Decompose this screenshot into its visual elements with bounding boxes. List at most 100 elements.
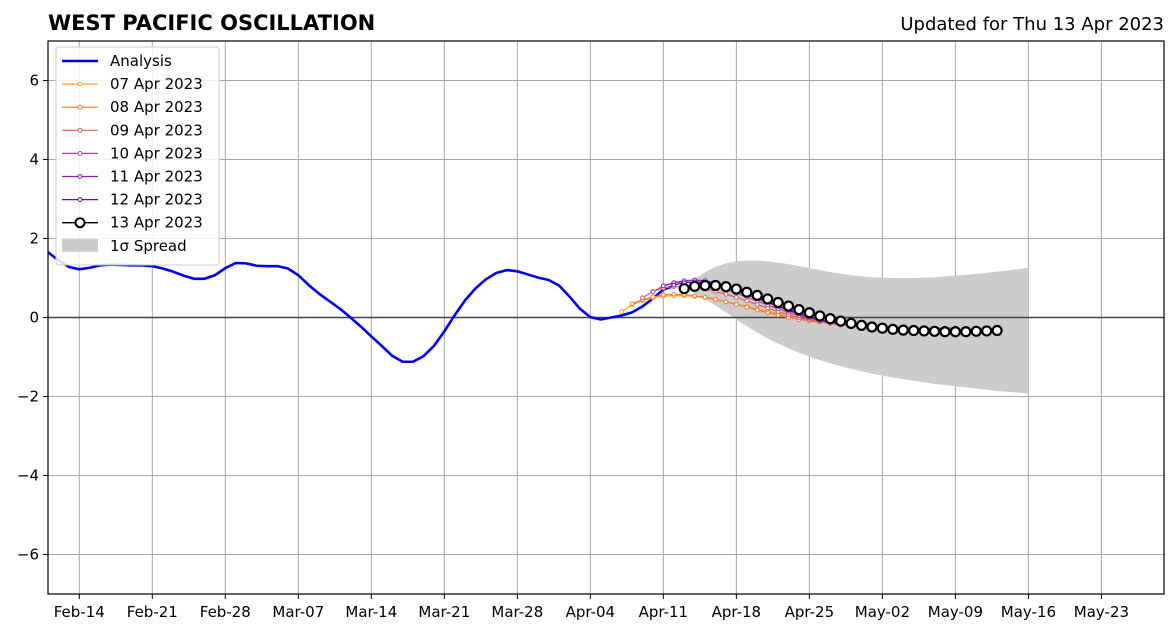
- legend-entry: 08 Apr 2023: [62, 98, 203, 116]
- legend-entry: 10 Apr 2023: [62, 144, 203, 162]
- x-tick-label: Mar-21: [418, 603, 470, 621]
- forecast-point: [887, 323, 899, 335]
- y-tick-label: −4: [17, 467, 39, 485]
- forecast-point: [855, 319, 868, 331]
- legend-label: 09 Apr 2023: [110, 121, 203, 139]
- forecast-point: [744, 304, 750, 310]
- legend-forecast-marker: [77, 81, 83, 87]
- x-tick-label: Apr-25: [785, 603, 835, 621]
- forecast-point: [660, 283, 666, 289]
- x-tick-label: Apr-04: [566, 603, 616, 621]
- forecast-point: [671, 282, 677, 288]
- forecast-point: [640, 295, 645, 301]
- forecast-point: [835, 315, 847, 327]
- legend-forecast-marker: [77, 104, 83, 110]
- forecast-point: [678, 283, 690, 295]
- x-tick-label: May-16: [1001, 603, 1056, 621]
- forecast-point: [741, 286, 753, 298]
- forecast-point: [793, 304, 805, 316]
- forecast-point: [765, 310, 771, 316]
- forecast-point: [960, 326, 972, 338]
- forecast-point: [702, 294, 708, 300]
- y-tick-label: −2: [17, 388, 39, 406]
- y-tick-label: 0: [29, 309, 39, 327]
- forecast-point: [845, 317, 857, 330]
- legend-forecast-marker: [77, 197, 83, 203]
- legend-entry: 13 Apr 2023: [62, 214, 203, 232]
- legend-entry: 12 Apr 2023: [62, 191, 203, 209]
- legend-entry: 07 Apr 2023: [62, 75, 203, 93]
- forecast-point: [876, 322, 888, 334]
- legend-forecast-marker: [77, 151, 83, 156]
- forecast-point: [730, 283, 742, 295]
- forecast-point: [660, 292, 666, 298]
- forecast-point: [762, 293, 774, 305]
- chart-title: WEST PACIFIC OSCILLATION: [48, 11, 375, 35]
- legend-spread-swatch: [62, 238, 98, 252]
- legend-forecast-marker: [77, 174, 83, 179]
- y-tick-label: 6: [29, 72, 39, 90]
- forecast-point: [692, 293, 698, 299]
- x-tick-label: May-02: [855, 603, 910, 621]
- forecast-point: [949, 326, 962, 338]
- forecast-point: [723, 291, 729, 297]
- y-tick-label: 4: [29, 151, 39, 169]
- forecast-point: [814, 310, 826, 322]
- x-tick-label: Feb-14: [54, 603, 105, 621]
- forecast-point: [939, 326, 951, 338]
- x-tick-label: Mar-28: [491, 603, 543, 621]
- plot-area: Feb-14 Feb-21 Feb-28 Mar-07 Mar-14 Mar-21 Mar-…: [17, 40, 1165, 621]
- forecast-point: [928, 325, 941, 337]
- forecast-point: [744, 298, 750, 304]
- forecast-point: [803, 307, 815, 319]
- forecast-point: [720, 281, 732, 293]
- legend-entry: 09 Apr 2023: [62, 121, 203, 139]
- chart-subtitle: Updated for Thu 13 Apr 2023: [900, 14, 1164, 35]
- forecast-point: [709, 279, 722, 292]
- forecast-point: [723, 299, 729, 305]
- forecast-point: [991, 324, 1003, 337]
- x-tick-label: Apr-11: [639, 603, 689, 621]
- x-tick-label: Apr-18: [712, 603, 762, 621]
- forecast-point: [981, 325, 993, 337]
- forecast-point: [713, 296, 718, 302]
- legend-entry: 1σ Spread: [62, 237, 187, 255]
- forecast-point: [671, 291, 677, 297]
- data-layer: [48, 251, 1164, 394]
- x-tick-label: Mar-14: [345, 603, 397, 621]
- x-tick-label: May-23: [1074, 603, 1129, 621]
- forecast-point: [689, 280, 701, 292]
- legend-label: 11 Apr 2023: [110, 168, 203, 186]
- legend-entry: Analysis: [62, 52, 172, 70]
- legend-label: Analysis: [110, 52, 172, 70]
- legend-forecast-marker: [74, 217, 86, 229]
- forecast-point: [970, 325, 982, 337]
- legend-entry: 11 Apr 2023: [62, 168, 203, 186]
- legend-forecast-marker: [77, 127, 83, 133]
- legend-label: 12 Apr 2023: [110, 191, 203, 209]
- forecast-point: [782, 300, 795, 312]
- forecast-point: [733, 294, 739, 300]
- forecast-series-13-apr-2023: [678, 279, 1003, 338]
- analysis-line: [48, 251, 675, 364]
- forecast-point: [897, 324, 909, 336]
- forecast-point: [918, 325, 930, 337]
- forecast-point: [733, 302, 739, 307]
- x-tick-label: May-09: [928, 603, 983, 621]
- forecast-point: [772, 296, 784, 309]
- forecast-point: [754, 307, 760, 313]
- forecast-point: [751, 289, 763, 301]
- forecast-point: [619, 309, 625, 314]
- x-tick-label: Mar-07: [272, 603, 324, 621]
- legend: Analysis 07 Apr 2023 08 Apr 2023 09 Apr 202…: [55, 46, 220, 266]
- legend-box: [55, 46, 220, 266]
- forecast-point: [908, 324, 920, 337]
- y-tick-label: 2: [29, 230, 39, 248]
- forecast-point: [699, 279, 711, 292]
- forecast-point: [650, 294, 656, 300]
- forecast-point: [824, 313, 836, 325]
- legend-label: 08 Apr 2023: [110, 98, 203, 116]
- legend-label: 13 Apr 2023: [110, 214, 203, 232]
- legend-label: 1σ Spread: [110, 237, 187, 255]
